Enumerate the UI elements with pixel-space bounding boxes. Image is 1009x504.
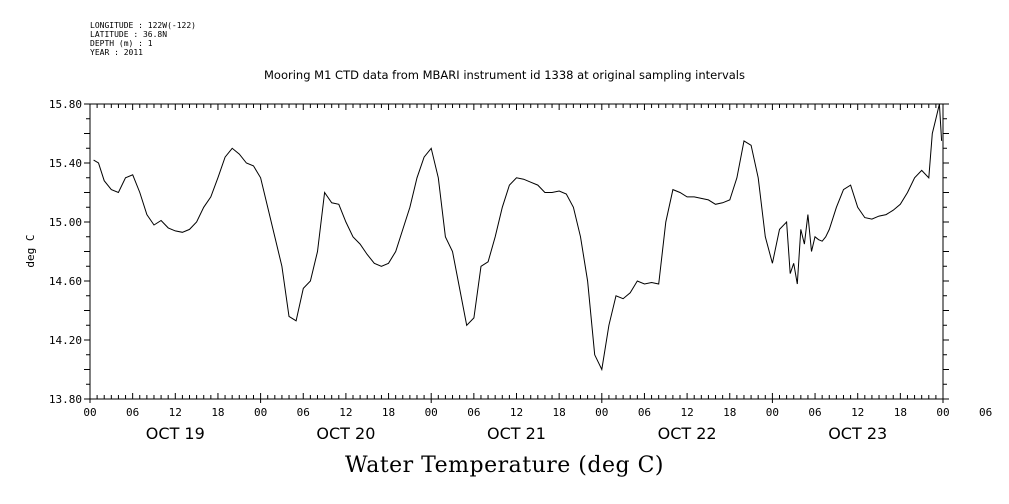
y-tick-label: 15.80 [49,98,82,111]
plot-frame [89,103,944,400]
x-tick-labels: 00 06 12 18 00 06 12 18 00 06 12 18 00 06 12 18 00 06 12 18… [83,406,992,443]
x-hour-label: 00 [425,406,438,419]
x-hour-label: 18 [723,406,736,419]
x-hour-label: 06 [297,406,310,419]
x-hour-label: 12 [680,406,693,419]
x-hour-label: 12 [510,406,523,419]
y-tick-label: 13.80 [49,393,82,406]
x-hour-label: 12 [339,406,352,419]
x-hour-label: 18 [553,406,566,419]
x-hour-label: 06 [126,406,139,419]
x-hour-label: 06 [979,406,992,419]
y-tick-label: 14.20 [49,334,82,347]
x-hour-label: 18 [894,406,907,419]
temperature-series-line [93,103,943,372]
y-tick-label: 15.40 [49,157,82,170]
x-hour-label: 00 [766,406,779,419]
chart-title: Mooring M1 CTD data from MBARI instrumen… [264,68,745,82]
y-axis-label: deg C [24,234,37,267]
x-day-label: OCT 23 [828,424,887,443]
y-tick-labels: 13.80 14.20 14.60 15.00 15.40 15.80 [49,98,82,406]
x-hour-label: 18 [382,406,395,419]
x-hour-label: 06 [808,406,821,419]
x-axis-title: Water Temperature (deg C) [345,453,664,478]
x-hour-label: 00 [254,406,267,419]
x-day-label: OCT 21 [487,424,546,443]
meta-depth: DEPTH (m) : 1 [90,39,153,48]
tick-marks [84,103,949,403]
x-hour-label: 18 [211,406,224,419]
y-tick-label: 14.60 [49,275,82,288]
x-hour-label: 00 [83,406,96,419]
meta-longitude: LONGITUDE : 122W(-122) [90,21,196,30]
x-day-label: OCT 22 [658,424,717,443]
x-day-label: OCT 20 [316,424,375,443]
meta-year: YEAR : 2011 [90,48,143,57]
x-hour-label: 00 [595,406,608,419]
x-hour-label: 06 [638,406,651,419]
x-day-label: OCT 19 [146,424,205,443]
x-hour-label: 12 [169,406,182,419]
meta-latitude: LATITUDE : 36.8N [90,30,168,39]
x-hour-label: 12 [851,406,864,419]
x-hour-label: 06 [467,406,480,419]
y-tick-label: 15.00 [49,216,82,229]
x-hour-label: 00 [936,406,949,419]
